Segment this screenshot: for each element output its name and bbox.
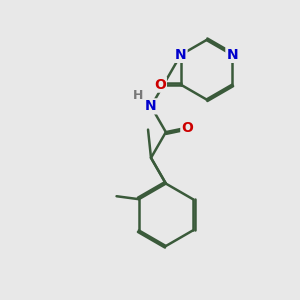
Text: H: H xyxy=(132,89,143,103)
Text: N: N xyxy=(226,48,238,62)
Text: N: N xyxy=(175,48,187,62)
Text: O: O xyxy=(154,78,166,92)
Text: N: N xyxy=(145,99,157,113)
Text: O: O xyxy=(181,121,193,135)
